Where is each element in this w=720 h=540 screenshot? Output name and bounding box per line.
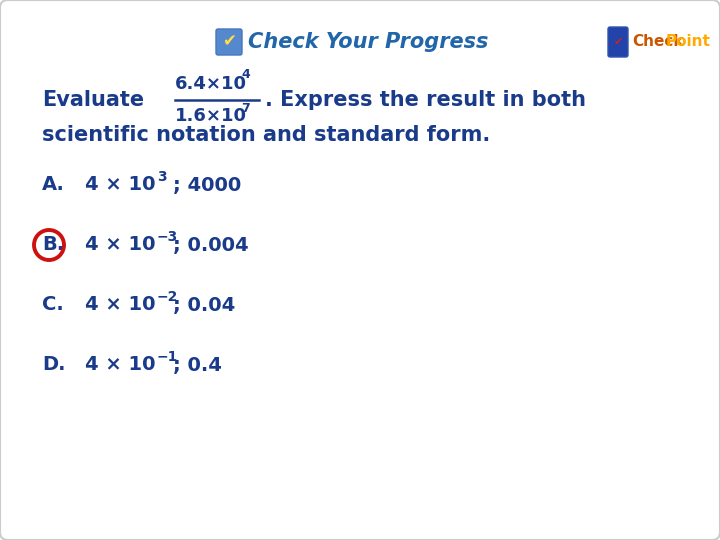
Text: ; 0.04: ; 0.04 (173, 295, 235, 314)
Text: 6.4×10: 6.4×10 (175, 75, 247, 93)
Text: D.: D. (42, 355, 66, 375)
Text: Check: Check (632, 35, 683, 50)
Text: 4 × 10: 4 × 10 (85, 295, 156, 314)
Text: ; 0.4: ; 0.4 (173, 355, 222, 375)
Text: Evaluate: Evaluate (42, 90, 144, 110)
Text: 4 × 10: 4 × 10 (85, 235, 156, 254)
Text: . Express the result in both: . Express the result in both (265, 90, 586, 110)
Text: 4 × 10: 4 × 10 (85, 355, 156, 375)
Text: C.: C. (42, 295, 64, 314)
Text: 7: 7 (241, 102, 250, 114)
Text: B.: B. (42, 235, 64, 254)
Text: Check Your Progress: Check Your Progress (248, 32, 488, 52)
Text: −1: −1 (157, 350, 179, 364)
Text: 3: 3 (157, 170, 166, 184)
Text: ; 0.004: ; 0.004 (173, 235, 248, 254)
Text: 4 × 10: 4 × 10 (85, 176, 156, 194)
Text: ✔: ✔ (613, 37, 623, 47)
FancyBboxPatch shape (608, 27, 628, 57)
Text: 1.6×10: 1.6×10 (175, 107, 247, 125)
FancyBboxPatch shape (216, 29, 242, 55)
Text: 4: 4 (241, 69, 250, 82)
Text: ✔: ✔ (222, 32, 236, 50)
Text: −3: −3 (157, 230, 179, 244)
Text: −2: −2 (157, 290, 179, 304)
Text: A.: A. (42, 176, 65, 194)
Text: ; 4000: ; 4000 (173, 176, 241, 194)
Text: Point: Point (666, 35, 711, 50)
Text: scientific notation and standard form.: scientific notation and standard form. (42, 125, 490, 145)
